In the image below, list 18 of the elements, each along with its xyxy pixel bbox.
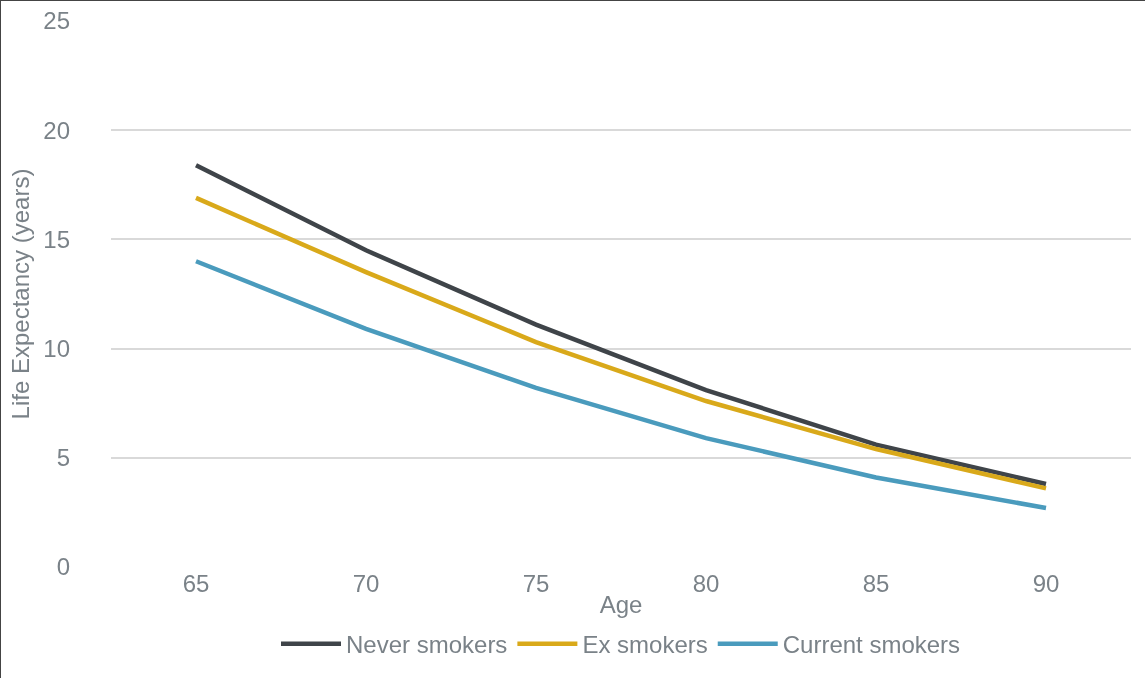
y-tick-label: 15: [43, 225, 70, 253]
line-series: [193, 258, 1049, 511]
y-axis-title: Life Expectancy (years): [7, 168, 35, 420]
y-tick-label: 5: [56, 444, 70, 472]
x-tick-label: 90: [1032, 570, 1060, 597]
y-tick-label: 25: [43, 7, 70, 35]
x-tick-label: 80: [692, 570, 720, 597]
legend-label: Ex smokers: [582, 631, 708, 659]
y-tick-label: 0: [56, 553, 70, 581]
x-tick-label: 70: [352, 570, 380, 597]
legend-label: Current smokers: [782, 631, 961, 659]
x-tick-label: 75: [522, 570, 550, 597]
y-tick-label: 20: [43, 116, 70, 144]
x-tick-label: 65: [182, 570, 210, 597]
legend-label: Never smokers: [346, 631, 508, 659]
x-tick-label: 85: [862, 570, 890, 597]
x-axis-title: Age: [599, 591, 643, 619]
y-tick-label: 10: [43, 335, 70, 362]
